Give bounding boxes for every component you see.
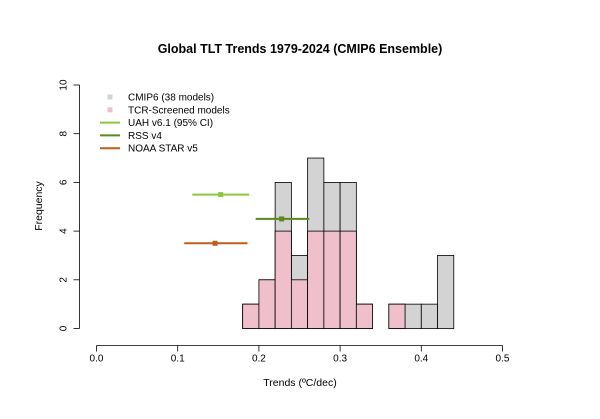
legend-label: NOAA STAR v5	[128, 144, 198, 155]
x-axis-label: Trends (ºC/dec)	[263, 377, 336, 389]
bar-tcr-screened	[258, 279, 276, 329]
bar-tcr-screened	[307, 230, 325, 329]
bars-layer	[242, 157, 455, 329]
axes-layer: 0.0 0.1 0.2 0.3 0.4 0.5 0 2 4 6 8 10	[59, 79, 510, 364]
legend: CMIP6 (38 models)TCR-Screened models UAH …	[100, 93, 230, 155]
y-tick-label: 6	[59, 179, 70, 185]
observations-layer	[184, 192, 310, 246]
bar-tcr-screened	[339, 230, 357, 329]
bar-tcr-screened	[290, 279, 309, 329]
observation-point	[218, 192, 224, 198]
y-tick-label: 2	[59, 277, 70, 283]
legend-label: TCR-Screened models	[128, 105, 230, 116]
y-tick-label: 4	[59, 228, 70, 234]
y-axis-label: Frequency	[33, 180, 45, 230]
legend-label: RSS v4	[128, 131, 162, 142]
bar-tcr-screened	[388, 303, 406, 329]
observation-point	[279, 216, 285, 222]
x-tick-label: 0.1	[171, 354, 185, 365]
bar-tcr-screened	[355, 303, 373, 329]
bar-tcr-screened	[242, 303, 260, 329]
legend-label: CMIP6 (38 models)	[128, 93, 214, 104]
x-tick-label: 0.3	[333, 354, 347, 365]
bar-tcr-screened	[274, 230, 292, 329]
x-tick-label: 0.2	[252, 354, 266, 365]
legend-swatch	[107, 107, 113, 113]
bar-cmip6	[420, 303, 438, 329]
chart-title: Global TLT Trends 1979-2024 (CMIP6 Ensem…	[158, 42, 443, 56]
x-tick-label: 0.4	[414, 354, 428, 365]
x-tick-label: 0.0	[90, 354, 104, 365]
bar-cmip6	[404, 303, 422, 329]
legend-swatch	[107, 94, 113, 100]
x-tick-label: 0.5	[496, 354, 510, 365]
observation-point	[212, 240, 218, 246]
bar-tcr-screened	[323, 230, 341, 329]
y-tick-label: 8	[59, 130, 70, 136]
legend-label: UAH v6.1 (95% CI)	[128, 118, 213, 129]
y-tick-label: 10	[59, 79, 70, 91]
y-tick-label: 0	[59, 325, 70, 331]
bar-cmip6	[437, 255, 455, 329]
